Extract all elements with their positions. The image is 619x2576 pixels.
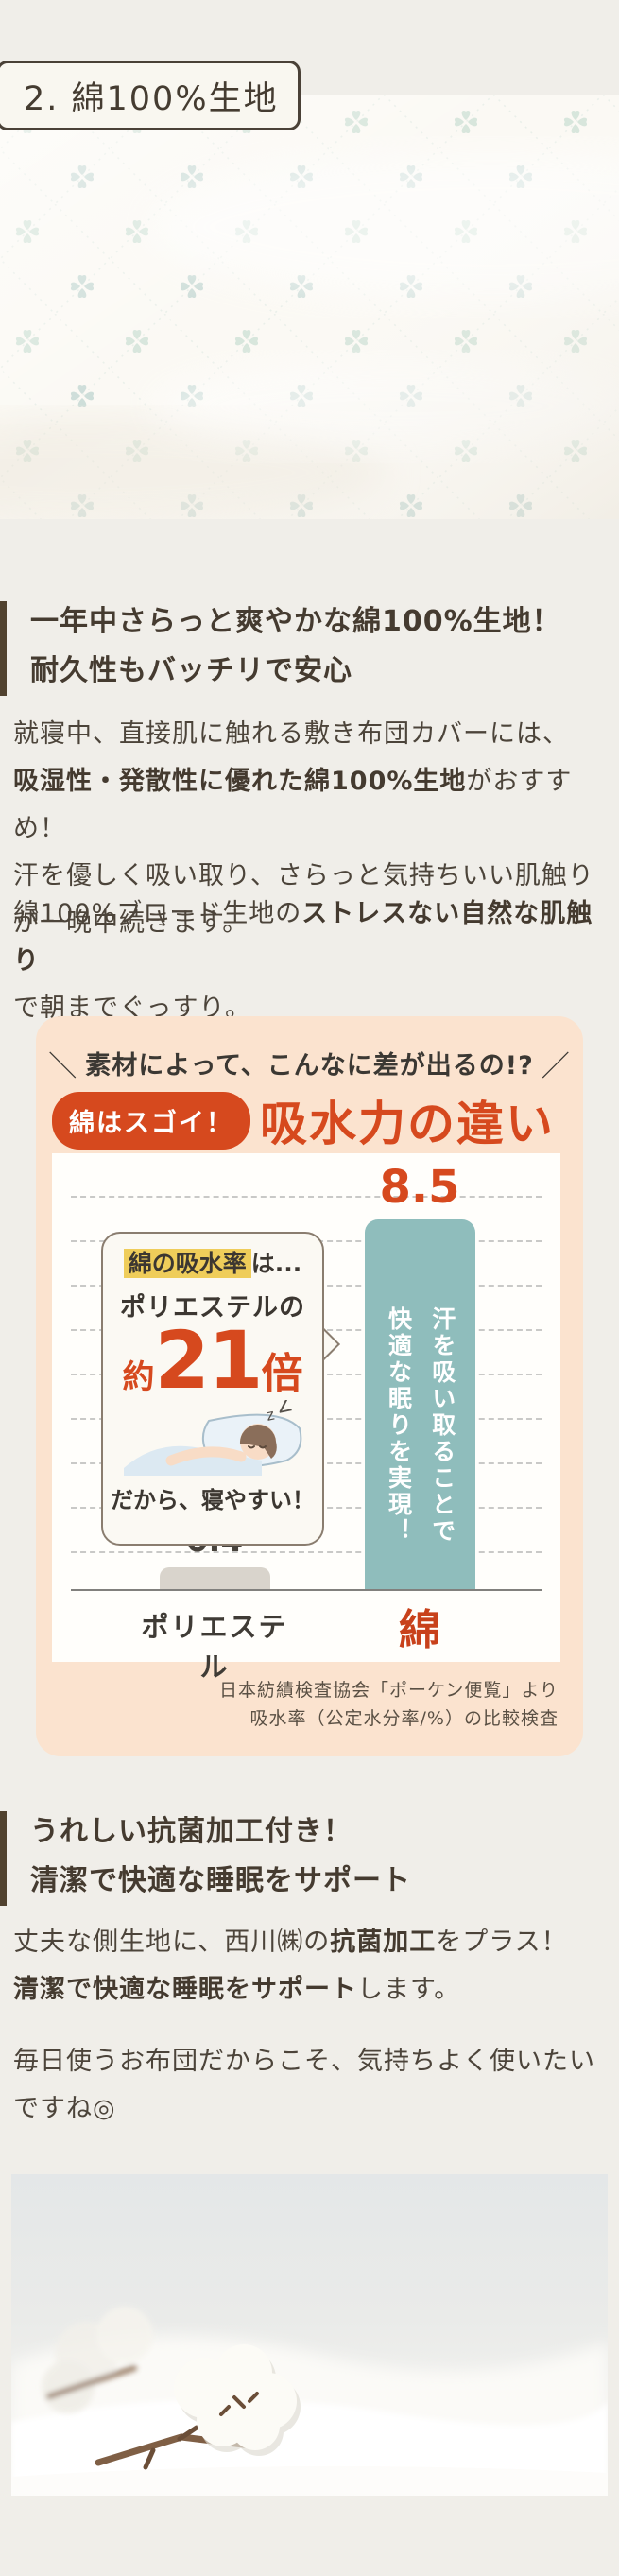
gridline	[71, 1551, 542, 1553]
footnote-line2: 吸水率（公定水分率/%）の比較検査	[249, 1708, 559, 1729]
bubble-times: 約 21 倍	[122, 1314, 303, 1407]
intro-heading-line1: 一年中さらっと爽やかな綿100%生地！	[30, 605, 561, 638]
cotton-is-great-pill: 綿はスゴイ！	[52, 1091, 250, 1150]
card-callout: ＼ 素材によって、こんなに差が出るの!? ／	[36, 1041, 583, 1083]
cotton-axis-label: 綿	[399, 1606, 440, 1654]
poly-axis-label: ポリエステル	[141, 1611, 288, 1683]
intro-heading: 一年中さらっと爽やかな綿100%生地！ 耐久性もバッチリで安心	[0, 597, 619, 696]
p1-seg4: 汗を優しく吸い取り、さらっと気持ちいい肌触り	[13, 861, 594, 890]
poly-bar	[160, 1567, 270, 1591]
card-callout-text: 素材によって、こんなに差が出るの!?	[85, 1051, 534, 1081]
antibacterial-paragraph-2: 毎日使うお布団だからこそ、気持ちよく使いたい ですね◎	[13, 2038, 610, 2133]
card-title: 吸水力の違い	[260, 1097, 555, 1151]
cotton-bar-value: 8.5	[379, 1161, 460, 1214]
intro-paragraph-2: 綿100%ブロード生地のストレスない自然な肌触り で朝までぐっすり。	[13, 890, 610, 1032]
heading-accent-bar	[0, 601, 7, 696]
zzz-big: Z	[275, 1400, 294, 1419]
bar-chart-panel: 8.5 汗を吸い取ることで 快適な眠りを実現！ 0.4 ポリエステル 綿 綿の吸…	[52, 1153, 560, 1683]
bar-note-col2: 快適な眠りを実現！	[385, 1306, 413, 1545]
p1-seg5: が一晩中続きます。	[13, 908, 249, 938]
sleeping-person-illustration: z Z	[124, 1400, 302, 1476]
cotton-flower-image	[11, 2174, 608, 2496]
p3-seg3: をプラス！	[436, 1928, 568, 1957]
chart-source-footnote: 日本紡績検査協会「ポーケン便覧」より 吸水率（公定水分率/%）の比較検査	[219, 1676, 559, 1733]
bubble-highlight: 綿の吸水率	[123, 1249, 251, 1278]
p3-bold: 抗菌加工	[330, 1928, 437, 1957]
p2-seg1: 綿100%ブロード生地の	[13, 899, 302, 928]
cotton-flower-photo	[11, 2174, 608, 2496]
bubble-times-unit: 倍	[261, 1350, 303, 1398]
bubble-after-highlight: は...	[250, 1250, 302, 1277]
p1-bold: 吸湿性・発散性に優れた綿100%生地	[13, 767, 467, 796]
heading-accent-bar	[0, 1811, 7, 1906]
clover-fabric-pattern-image	[0, 95, 619, 529]
absorption-comparison-card: ＼ 素材によって、こんなに差が出るの!? ／ 綿はスゴイ！ 吸水力の違い 8.5 汗…	[36, 1016, 583, 1756]
section-badge-label: 2. 綿100%生地	[24, 79, 279, 118]
p2-bold: ストレスない自然な肌触り	[13, 899, 593, 976]
slash-right-decoration: ／	[541, 1050, 571, 1083]
speech-bubble: 綿の吸水率 は... ポリエステルの 約 21 倍 z Z	[101, 1232, 324, 1546]
antibacterial-heading-line1: うれしい抗菌加工付き！	[30, 1815, 352, 1848]
p1-seg3: がおすすめ！	[13, 767, 573, 843]
zzz-small: z	[265, 1406, 276, 1425]
bubble-caption: だから、寝やすい！	[111, 1487, 315, 1513]
antibacterial-paragraph-1: 丈夫な側生地に、西川㈱の抗菌加工をプラス！ 清潔で快適な睡眠をサポートします。	[13, 1919, 610, 2014]
antibacterial-heading: うれしい抗菌加工付き！ 清潔で快適な睡眠をサポート	[0, 1807, 619, 1906]
p4-seg1: 毎日使うお布団だからこそ、気持ちよく使いたい	[13, 2047, 595, 2076]
p4-seg2: ですね◎	[13, 2094, 116, 2123]
bubble-times-value: 21	[154, 1314, 264, 1407]
bubble-approx: 約	[122, 1358, 155, 1396]
p1-seg1: 就寝中、直接肌に触れる敷き布団カバーには、	[13, 719, 569, 749]
p3-seg1: 丈夫な側生地に、西川㈱の	[13, 1928, 331, 1957]
gridline	[71, 1196, 542, 1198]
p3-bold2: 清潔で快適な睡眠をサポート	[13, 1975, 357, 2004]
slash-left-decoration: ＼	[48, 1050, 78, 1083]
bar-note-col1: 汗を吸い取ることで	[428, 1306, 456, 1545]
section-number-badge: 2. 綿100%生地	[0, 61, 301, 130]
bubble-line2: ポリエステルの	[120, 1293, 305, 1323]
antibacterial-heading-line2: 清潔で快適な睡眠をサポート	[30, 1864, 411, 1897]
p3-seg4: します。	[357, 1975, 461, 2004]
intro-heading-line2: 耐久性もバッチリで安心	[30, 654, 352, 687]
footnote-line1: 日本紡績検査協会「ポーケン便覧」より	[218, 1680, 559, 1701]
card-title-row: 綿はスゴイ！ 吸水力の違い	[52, 1086, 583, 1154]
cotton-bar: 汗を吸い取ることで 快適な眠りを実現！	[365, 1219, 475, 1591]
chart-baseline	[71, 1589, 542, 1591]
intro-paragraph-1: 就寝中、直接肌に触れる敷き布団カバーには、 吸湿性・発散性に優れた綿100%生地…	[13, 711, 610, 947]
cotton-bar-note: 汗を吸い取ることで 快適な眠りを実現！	[376, 1306, 464, 1545]
fabric-photo	[0, 95, 619, 529]
